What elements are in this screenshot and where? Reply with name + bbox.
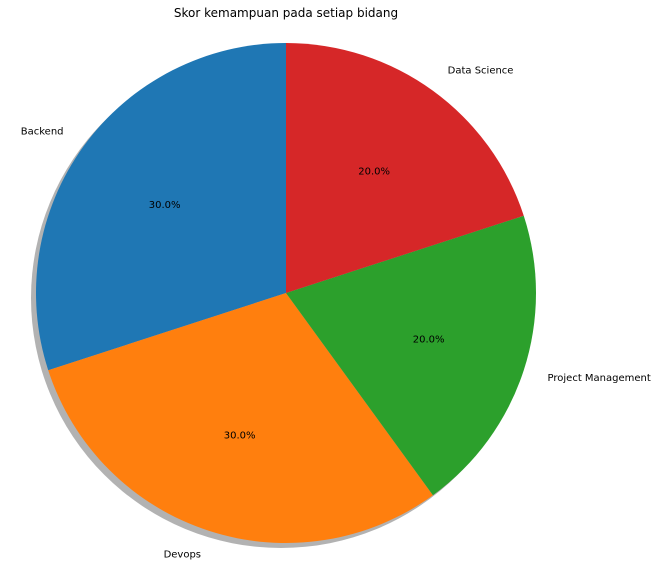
pie-slice-devops	[48, 293, 433, 544]
pie-slices	[35, 43, 537, 544]
pct-label-project-management: 20.0%	[413, 334, 445, 345]
pct-label-devops: 30.0%	[224, 431, 256, 442]
pct-label-data-science: 20.0%	[358, 167, 390, 178]
slice-label-backend: Backend	[21, 126, 64, 137]
slice-label-project-management: Project Management	[548, 373, 651, 384]
pie-slice-project-management	[286, 215, 537, 496]
pie-slice-data-science	[286, 43, 524, 293]
chart-title: Skor kemampuan pada setiap bidang	[174, 6, 398, 20]
pct-label-backend: 30.0%	[149, 200, 181, 211]
slice-label-data-science: Data Science	[448, 66, 514, 77]
pie-labels: 30.0% Backend 30.0% Devops 20.0% Project Mana…	[21, 66, 651, 561]
pie-slice-backend	[35, 43, 286, 371]
slice-label-devops: Devops	[164, 550, 201, 561]
